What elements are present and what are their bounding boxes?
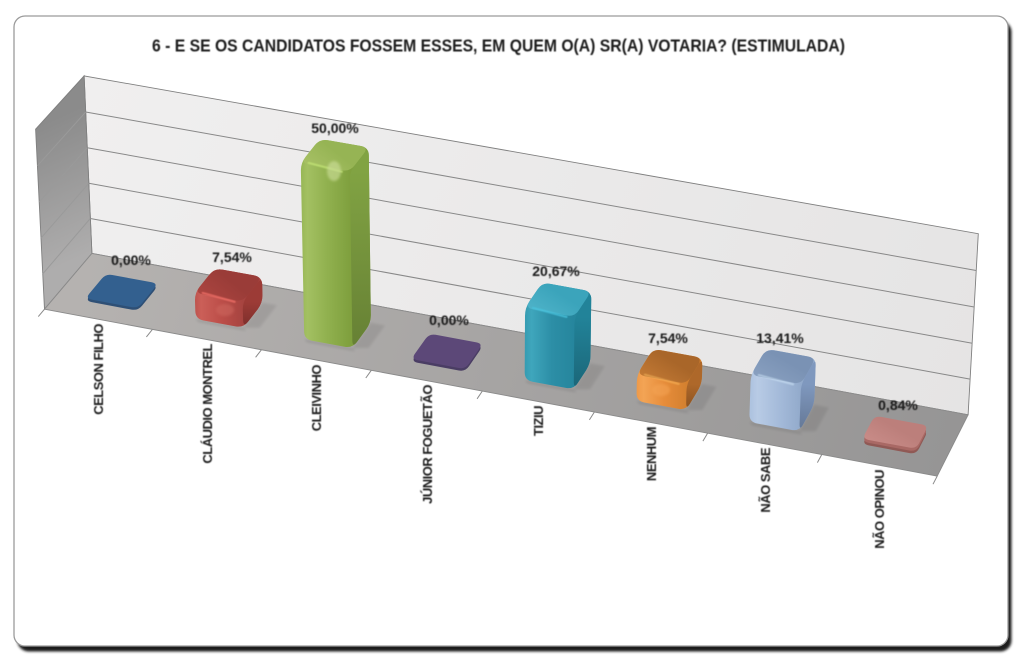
svg-text:JÚNIOR FOGUETÃO: JÚNIOR FOGUETÃO [420, 385, 435, 504]
svg-text:0,84%: 0,84% [878, 397, 918, 413]
svg-text:NÃO OPINOU: NÃO OPINOU [872, 470, 887, 549]
svg-text:CELSON FILHO: CELSON FILHO [91, 324, 106, 415]
svg-text:6 - E SE OS CANDIDATOS FOSSEM: 6 - E SE OS CANDIDATOS FOSSEM ESSES, EM … [152, 36, 845, 56]
svg-text:50,00%: 50,00% [311, 120, 359, 136]
svg-text:7,54%: 7,54% [648, 330, 688, 346]
svg-text:TIZIU: TIZIU [531, 406, 546, 436]
svg-text:20,67%: 20,67% [532, 263, 580, 279]
svg-text:NÃO SABE: NÃO SABE [758, 447, 773, 512]
svg-text:CLÁUDIO MONTREL: CLÁUDIO MONTREL [200, 343, 215, 463]
svg-text:13,41%: 13,41% [756, 330, 804, 346]
svg-text:NENHUM: NENHUM [644, 427, 659, 481]
svg-text:7,54%: 7,54% [212, 249, 252, 265]
svg-text:0,00%: 0,00% [111, 252, 151, 268]
svg-text:0,00%: 0,00% [429, 312, 469, 328]
svg-text:CLEIVINHO: CLEIVINHO [309, 365, 324, 432]
